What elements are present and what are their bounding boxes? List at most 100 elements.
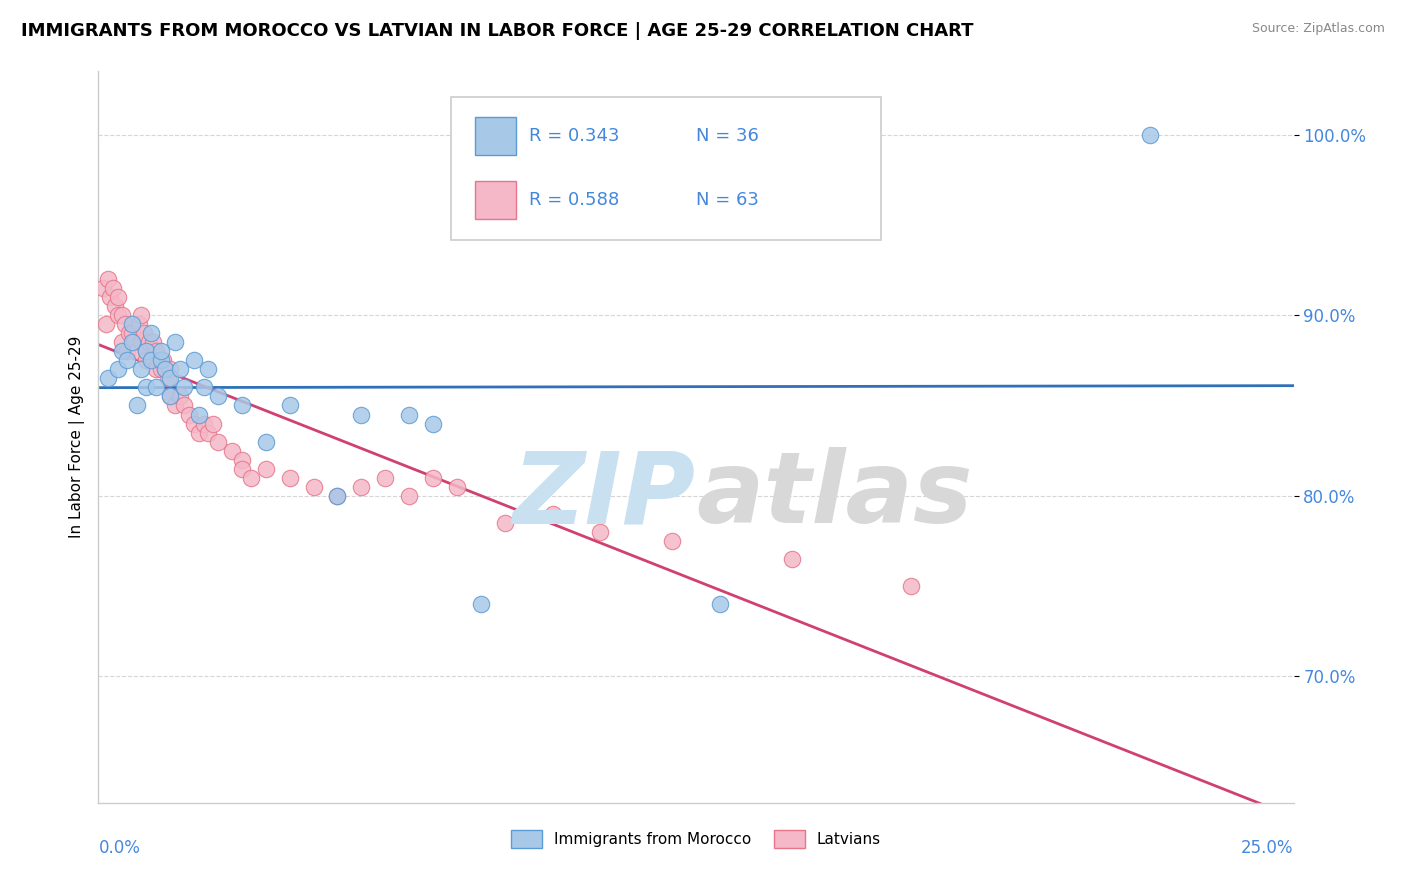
Point xyxy=(326,489,349,503)
Point xyxy=(207,434,229,449)
Point xyxy=(197,425,219,440)
Point xyxy=(125,344,148,359)
Point xyxy=(124,335,146,350)
Point xyxy=(709,597,731,611)
Point xyxy=(470,597,492,611)
Point xyxy=(494,516,516,530)
Point xyxy=(104,299,127,313)
Point xyxy=(156,371,179,385)
Point xyxy=(159,389,181,403)
Point xyxy=(159,362,181,376)
Point xyxy=(278,471,301,485)
Point xyxy=(111,335,134,350)
Point xyxy=(111,344,134,359)
Point xyxy=(121,335,143,350)
Point xyxy=(193,380,215,394)
Point xyxy=(138,335,160,350)
Point xyxy=(97,371,120,385)
Point xyxy=(114,317,136,331)
Point xyxy=(302,480,325,494)
Point xyxy=(118,326,141,341)
Point xyxy=(240,471,263,485)
Point xyxy=(169,389,191,403)
Point xyxy=(202,417,225,431)
Point xyxy=(107,290,129,304)
Point xyxy=(193,417,215,431)
Point xyxy=(98,290,122,304)
Point xyxy=(326,489,349,503)
FancyBboxPatch shape xyxy=(451,97,882,240)
Point xyxy=(179,408,201,422)
Point xyxy=(125,399,148,413)
Y-axis label: In Labor Force | Age 25-29: In Labor Force | Age 25-29 xyxy=(69,336,84,538)
Point xyxy=(107,308,129,322)
Text: atlas: atlas xyxy=(696,447,973,544)
Point xyxy=(541,507,564,521)
Point xyxy=(135,353,157,368)
Point xyxy=(101,281,124,295)
Point xyxy=(231,399,253,413)
Point xyxy=(173,380,195,394)
Point xyxy=(207,389,229,403)
Point xyxy=(197,362,219,376)
Point xyxy=(135,344,157,359)
Point xyxy=(139,353,162,368)
Point xyxy=(900,579,922,593)
Point xyxy=(139,326,162,341)
Text: N = 63: N = 63 xyxy=(696,191,759,209)
Point xyxy=(398,489,420,503)
Point xyxy=(422,417,444,431)
Point xyxy=(135,380,157,394)
Text: 0.0%: 0.0% xyxy=(98,839,141,857)
Point xyxy=(131,362,153,376)
Point xyxy=(155,362,177,376)
Point xyxy=(780,552,803,566)
Point xyxy=(169,362,191,376)
Text: R = 0.343: R = 0.343 xyxy=(529,128,619,145)
FancyBboxPatch shape xyxy=(475,118,516,155)
Text: IMMIGRANTS FROM MOROCCO VS LATVIAN IN LABOR FORCE | AGE 25-29 CORRELATION CHART: IMMIGRANTS FROM MOROCCO VS LATVIAN IN LA… xyxy=(21,22,973,40)
Point xyxy=(139,353,162,368)
Point xyxy=(374,471,396,485)
Point xyxy=(148,353,170,368)
Point xyxy=(183,417,205,431)
Point xyxy=(187,408,209,422)
Point xyxy=(159,389,181,403)
Point xyxy=(446,480,468,494)
Point xyxy=(142,335,165,350)
Point xyxy=(131,308,153,322)
Point xyxy=(128,317,150,331)
Point xyxy=(1139,128,1161,142)
Legend: Immigrants from Morocco, Latvians: Immigrants from Morocco, Latvians xyxy=(505,824,887,854)
Text: Source: ZipAtlas.com: Source: ZipAtlas.com xyxy=(1251,22,1385,36)
Point xyxy=(183,353,205,368)
Point xyxy=(97,272,120,286)
Point xyxy=(163,335,186,350)
Point xyxy=(149,344,172,359)
Text: N = 36: N = 36 xyxy=(696,128,759,145)
Point xyxy=(121,326,143,341)
Point xyxy=(221,443,243,458)
Text: 25.0%: 25.0% xyxy=(1241,839,1294,857)
Point xyxy=(115,344,138,359)
Text: R = 0.588: R = 0.588 xyxy=(529,191,619,209)
Point xyxy=(589,524,612,539)
Point xyxy=(422,471,444,485)
Point xyxy=(111,308,134,322)
Point xyxy=(149,362,172,376)
Point xyxy=(121,317,143,331)
Point xyxy=(145,362,167,376)
Point xyxy=(278,399,301,413)
Point xyxy=(135,344,157,359)
Point xyxy=(398,408,420,422)
Point xyxy=(173,399,195,413)
Point xyxy=(254,461,277,475)
Point xyxy=(132,326,155,341)
Point xyxy=(131,335,153,350)
Point xyxy=(145,344,167,359)
Point xyxy=(91,281,114,295)
Point xyxy=(187,425,209,440)
Point xyxy=(107,362,129,376)
Point xyxy=(350,408,373,422)
Point xyxy=(159,371,181,385)
